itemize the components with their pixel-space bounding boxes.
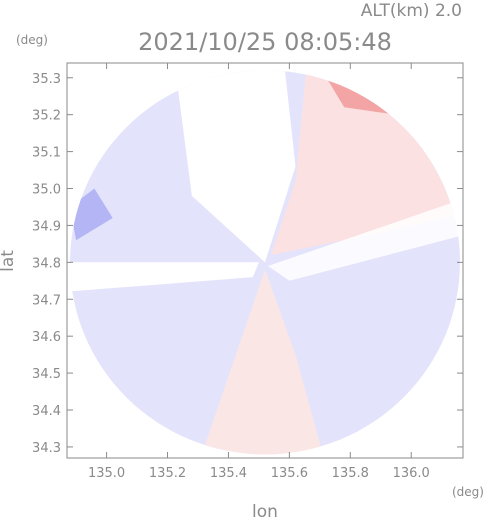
y-tick-label: 34.4 xyxy=(32,404,61,419)
x-axis-label: lon xyxy=(252,502,278,521)
null-band-se xyxy=(268,195,460,281)
y-tick-label: 34.8 xyxy=(32,256,61,271)
x-tick-label: 135.2 xyxy=(149,466,186,481)
y-unit-label: (deg) xyxy=(16,33,48,47)
x-axis-ticks: 135.0 135.2 135.4 135.6 135.8 136.0 xyxy=(88,63,430,481)
y-tick-label: 35.3 xyxy=(32,72,61,87)
approaching-core-west xyxy=(70,188,113,241)
x-unit-label: (deg) xyxy=(452,485,484,499)
y-tick-label: 34.6 xyxy=(32,330,61,345)
y-tick-label: 35.0 xyxy=(32,183,61,198)
y-tick-label: 34.5 xyxy=(32,367,61,382)
chart-title: 2021/10/25 08:05:48 xyxy=(138,28,392,56)
velocity-field xyxy=(70,70,460,455)
y-tick-label: 34.3 xyxy=(32,441,61,456)
x-tick-label: 135.8 xyxy=(332,466,369,481)
x-tick-label: 135.4 xyxy=(210,466,247,481)
x-tick-label: 136.0 xyxy=(393,466,430,481)
receding-region-s xyxy=(198,269,326,455)
y-tick-label: 35.2 xyxy=(32,109,61,124)
y-tick-label: 34.9 xyxy=(32,219,61,234)
y-axis-label: lat xyxy=(0,250,18,272)
x-tick-label: 135.6 xyxy=(271,466,308,481)
altitude-label: ALT(km) 2.0 xyxy=(361,1,462,21)
null-band-nw xyxy=(173,70,296,263)
x-tick-label: 135.0 xyxy=(88,466,125,481)
y-tick-label: 35.1 xyxy=(32,146,61,161)
plot-frame xyxy=(66,62,464,459)
y-axis-ticks: 34.3 34.4 34.5 34.6 34.7 34.8 34.9 35.0 35.1 35.2… xyxy=(32,72,463,456)
y-tick-label: 34.7 xyxy=(32,293,61,308)
null-band-west xyxy=(70,262,259,292)
